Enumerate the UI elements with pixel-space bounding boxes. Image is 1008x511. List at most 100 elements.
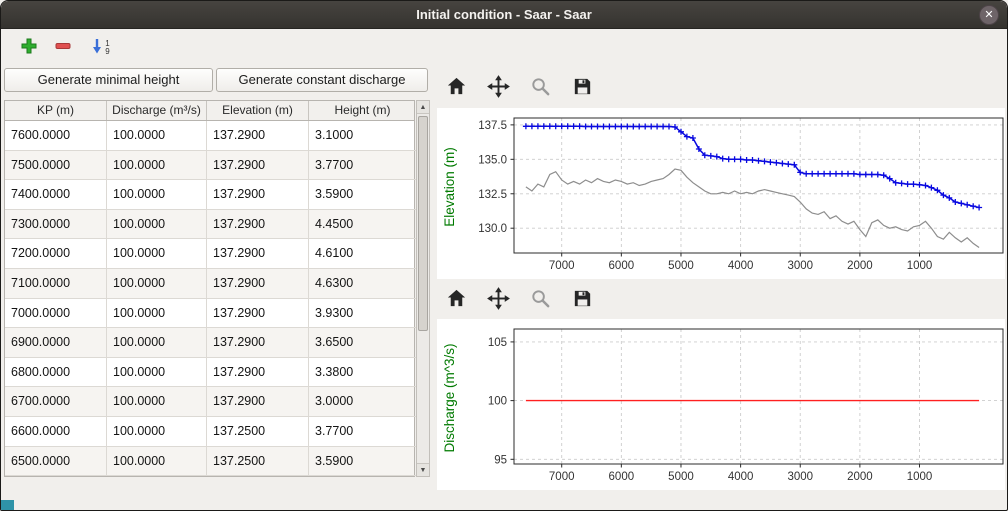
table-row: 7200.0000 100.0000 137.2900 4.6100 (5, 239, 416, 269)
table-cell[interactable]: 100.0000 (107, 150, 207, 181)
sort-button[interactable]: 1 9 (83, 34, 117, 62)
generate-minimal-height-button[interactable]: Generate minimal height (4, 68, 213, 92)
table-cell[interactable]: 100.0000 (107, 239, 207, 269)
table-cell[interactable]: 3.7700 (309, 417, 416, 447)
table-cell[interactable]: 6600.0000 (5, 416, 107, 447)
pan-button[interactable] (483, 285, 514, 316)
table-cell[interactable]: 100.0000 (107, 357, 207, 388)
table-cell[interactable]: 137.2900 (207, 239, 309, 269)
table-row: 6700.0000 100.0000 137.2900 3.0000 (5, 387, 416, 417)
close-icon: ✕ (984, 9, 994, 21)
table-cell[interactable]: 3.9300 (309, 299, 416, 329)
table-cell[interactable]: 137.2900 (207, 357, 309, 388)
table-cell[interactable]: 100.0000 (107, 180, 207, 210)
elevation-plot-canvas[interactable]: 7000 6000 5000 4000 3000 2000 1000 137.5 135.0 13… (437, 108, 1005, 279)
table-cell[interactable]: 4.4500 (309, 210, 416, 240)
table-cell[interactable]: 137.2900 (207, 209, 309, 240)
table-cell[interactable]: 100.0000 (107, 387, 207, 417)
table-cell[interactable]: 100.0000 (107, 446, 207, 477)
table-cell[interactable]: 100.0000 (107, 121, 207, 151)
table-scrollbar[interactable]: ▲ ▼ (416, 100, 430, 477)
table-row: 7500.0000 100.0000 137.2900 3.7700 (5, 150, 416, 181)
scroll-up-button[interactable]: ▲ (417, 101, 429, 114)
zoom-button[interactable] (525, 285, 556, 316)
table-cell[interactable]: 100.0000 (107, 268, 207, 299)
remove-row-button[interactable] (49, 34, 77, 62)
home-button[interactable] (441, 73, 472, 104)
save-button[interactable] (567, 285, 598, 316)
svg-text:95: 95 (494, 454, 507, 466)
scrollbar-thumb[interactable] (418, 116, 428, 331)
table-cell[interactable]: 137.2900 (207, 268, 309, 299)
table-cell[interactable]: 6800.0000 (5, 357, 107, 388)
table-cell[interactable]: 3.5900 (309, 447, 416, 477)
close-button[interactable]: ✕ (979, 5, 999, 25)
svg-text:6000: 6000 (609, 471, 635, 483)
table-cell[interactable]: 7100.0000 (5, 268, 107, 299)
svg-text:4000: 4000 (728, 260, 754, 272)
table-cell[interactable]: 3.0000 (309, 387, 416, 417)
table-cell[interactable]: 100.0000 (107, 328, 207, 358)
table-header-row: KP (m) Discharge (m³/s) Elevation (m) Heigh… (4, 100, 415, 121)
table-row: 7600.0000 100.0000 137.2900 3.1000 (5, 121, 416, 151)
table-cell[interactable]: 137.2500 (207, 416, 309, 447)
table-cell[interactable]: 100.0000 (107, 298, 207, 329)
table-cell[interactable]: 6900.0000 (5, 328, 107, 358)
table-cell[interactable]: 4.6100 (309, 239, 416, 269)
svg-text:4000: 4000 (728, 471, 754, 483)
table-cell[interactable]: 137.2500 (207, 446, 309, 477)
home-icon (445, 287, 468, 315)
table-cell[interactable]: 3.6500 (309, 328, 416, 358)
column-header[interactable]: Elevation (m) (207, 101, 309, 120)
table-cell[interactable]: 137.2900 (207, 180, 309, 210)
sort-digits: 1 9 (105, 39, 110, 56)
column-header[interactable]: KP (m) (5, 101, 107, 120)
table-cell[interactable]: 7300.0000 (5, 209, 107, 240)
svg-text:7000: 7000 (549, 260, 575, 272)
table-cell[interactable]: 100.0000 (107, 209, 207, 240)
table-cell[interactable]: 100.0000 (107, 416, 207, 447)
save-button[interactable] (567, 73, 598, 104)
table-cell[interactable]: 137.2900 (207, 328, 309, 358)
svg-text:5000: 5000 (668, 471, 694, 483)
table-cell[interactable]: 137.2900 (207, 150, 309, 181)
table-cell[interactable]: 7500.0000 (5, 150, 107, 181)
column-header[interactable]: Height (m) (334, 103, 391, 117)
generate-constant-discharge-button[interactable]: Generate constant discharge (216, 68, 428, 92)
table-cell[interactable]: 3.7700 (309, 151, 416, 181)
table-cell[interactable]: 3.1000 (309, 121, 416, 151)
table-cell[interactable]: 137.2900 (207, 298, 309, 329)
table-row: 6500.0000 100.0000 137.2500 3.5900 (5, 446, 416, 477)
magnifier-icon (529, 287, 552, 315)
table-row: 7300.0000 100.0000 137.2900 4.4500 (5, 209, 416, 240)
svg-text:1000: 1000 (907, 260, 933, 272)
svg-text:132.5: 132.5 (478, 189, 507, 201)
table-cell[interactable]: 3.3800 (309, 358, 416, 388)
zoom-button[interactable] (525, 73, 556, 104)
add-row-button[interactable] (15, 34, 43, 62)
discharge-plot-canvas[interactable]: 7000 6000 5000 4000 3000 2000 1000 105 100 95 (437, 319, 1005, 490)
table-cell[interactable]: 7600.0000 (5, 121, 107, 151)
table-cell[interactable]: 4.6300 (309, 269, 416, 299)
table-row: 6900.0000 100.0000 137.2900 3.6500 (5, 328, 416, 358)
table-cell[interactable]: 3.5900 (309, 180, 416, 210)
elevation-plot-toolbar (441, 73, 598, 105)
svg-text:130.0: 130.0 (478, 223, 507, 235)
scroll-down-button[interactable]: ▼ (417, 463, 429, 476)
svg-text:2000: 2000 (847, 260, 873, 272)
discharge-plot-toolbar (441, 285, 598, 317)
table-cell[interactable]: 137.2900 (207, 387, 309, 417)
table-cell[interactable]: 7200.0000 (5, 239, 107, 269)
home-button[interactable] (441, 285, 472, 316)
home-icon (445, 75, 468, 103)
save-icon (571, 287, 594, 315)
table-cell[interactable]: 137.2900 (207, 121, 309, 151)
table-cell[interactable]: 7400.0000 (5, 180, 107, 210)
pan-button[interactable] (483, 73, 514, 104)
table-cell[interactable]: 6500.0000 (5, 446, 107, 477)
table-cell[interactable]: 7000.0000 (5, 298, 107, 329)
arrow-down-icon: ▼ (419, 467, 427, 474)
minus-icon (53, 36, 73, 61)
table-cell[interactable]: 6700.0000 (5, 387, 107, 417)
column-header[interactable]: Discharge (m³/s) (107, 101, 207, 120)
